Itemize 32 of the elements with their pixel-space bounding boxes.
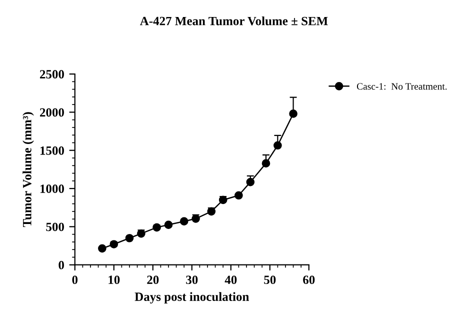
chart-title: A-427 Mean Tumor Volume ± SEM — [140, 16, 328, 26]
x-tick-label: 40 — [224, 276, 237, 284]
x-tick-label: 30 — [186, 276, 198, 284]
point — [137, 229, 146, 238]
point — [289, 110, 298, 118]
point — [110, 240, 118, 248]
x-tick-label: 20 — [147, 276, 159, 284]
legend-label: Casc-1: No Treatment. — [356, 83, 447, 90]
point — [180, 217, 188, 226]
y-axis-title: Tumor Volume (mm³) — [22, 112, 34, 228]
x-tick-label: 60 — [303, 276, 315, 284]
point — [125, 234, 134, 242]
y-tick-label: 0 — [58, 260, 64, 270]
point — [246, 178, 255, 186]
y-tick-label: 1500 — [40, 146, 64, 155]
y-tick-label: 500 — [46, 222, 64, 232]
point — [152, 223, 161, 232]
point — [274, 141, 282, 150]
y-tick-label: 2500 — [40, 70, 64, 78]
y-tick-label: 2000 — [40, 108, 64, 117]
x-tick-label: 0 — [72, 276, 78, 284]
x-axis-title: Days post inoculation — [134, 292, 249, 304]
x-tick-label: 10 — [108, 276, 120, 284]
point — [164, 220, 173, 229]
point — [218, 196, 228, 204]
point — [98, 244, 106, 253]
y-tick-label: 1000 — [40, 184, 64, 193]
x-tick-label: 50 — [264, 276, 276, 284]
point — [234, 191, 243, 200]
point — [207, 207, 216, 216]
point — [192, 214, 200, 223]
point — [262, 159, 270, 168]
